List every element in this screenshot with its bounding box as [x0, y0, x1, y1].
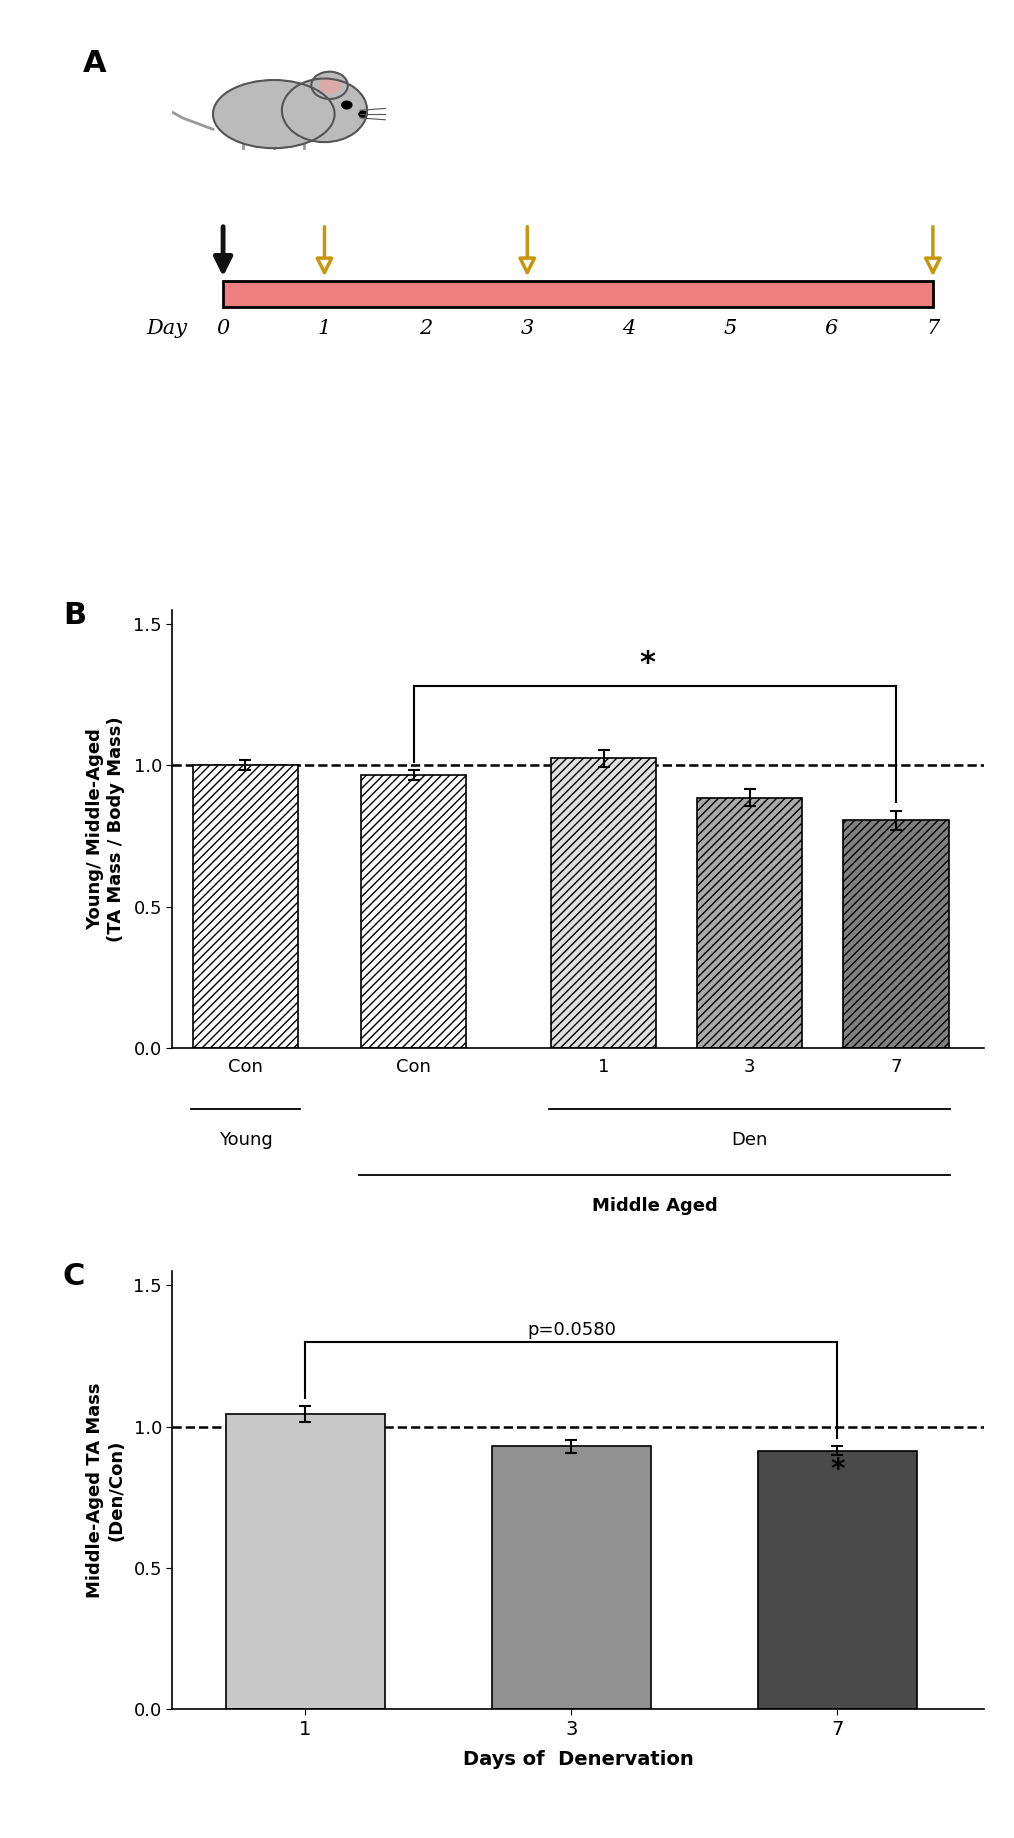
Circle shape	[282, 79, 367, 142]
Text: Young: Young	[219, 1132, 273, 1149]
Circle shape	[342, 101, 352, 108]
Circle shape	[319, 77, 340, 94]
Text: 2: 2	[419, 318, 433, 338]
Text: B: B	[63, 601, 86, 630]
Bar	[757, 1450, 917, 1709]
Text: Middle Aged: Middle Aged	[592, 1197, 718, 1215]
Bar	[551, 759, 656, 1048]
Bar	[225, 1413, 385, 1709]
Text: 6: 6	[824, 318, 839, 338]
Text: p=0.0580: p=0.0580	[527, 1322, 615, 1340]
Circle shape	[359, 110, 367, 118]
Text: *: *	[830, 1456, 845, 1485]
Circle shape	[311, 72, 348, 99]
Bar	[492, 1447, 651, 1709]
Text: 4: 4	[622, 318, 636, 338]
Text: 0: 0	[216, 318, 230, 338]
Bar	[223, 281, 933, 307]
Bar	[361, 776, 466, 1048]
Text: Den: Den	[731, 1132, 768, 1149]
Y-axis label: Middle-Aged TA Mass
(Den/Con): Middle-Aged TA Mass (Den/Con)	[86, 1382, 125, 1597]
Bar	[697, 798, 802, 1048]
Ellipse shape	[213, 81, 335, 149]
Text: *: *	[640, 649, 655, 678]
Text: A: A	[83, 50, 106, 79]
Bar	[844, 820, 948, 1048]
Text: 1: 1	[317, 318, 332, 338]
Text: 7: 7	[926, 318, 940, 338]
Bar	[193, 765, 298, 1048]
Text: 3: 3	[520, 318, 534, 338]
Text: Day: Day	[147, 318, 188, 338]
Text: 5: 5	[723, 318, 737, 338]
X-axis label: Days of  Denervation: Days of Denervation	[462, 1750, 694, 1768]
Text: C: C	[63, 1263, 85, 1292]
Y-axis label: Young/ Middle-Aged
(TA Mass / Body Mass): Young/ Middle-Aged (TA Mass / Body Mass)	[86, 717, 125, 941]
